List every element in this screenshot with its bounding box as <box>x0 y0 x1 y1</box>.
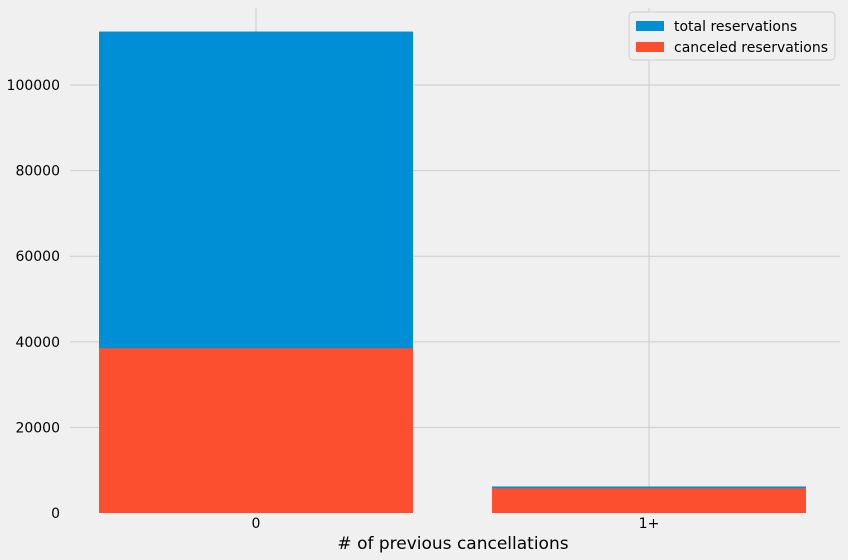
y-tick-label: 60000 <box>15 249 60 265</box>
bar-canceled-reservations-0 <box>99 348 413 513</box>
legend: total reservations canceled reservations <box>628 11 836 61</box>
bars-group <box>99 31 806 513</box>
bar-canceled-reservations-1plus <box>492 488 806 513</box>
legend-swatch <box>636 21 664 31</box>
legend-label: total reservations <box>674 19 797 35</box>
y-tick-label: 80000 <box>15 164 60 180</box>
legend-swatch <box>636 42 664 52</box>
y-axis-ticks: 0 20000 40000 60000 80000 100000 <box>7 78 60 522</box>
y-tick-label: 20000 <box>15 420 60 436</box>
y-tick-label: 40000 <box>15 335 60 351</box>
y-tick-label: 100000 <box>7 78 60 94</box>
legend-box <box>628 11 836 61</box>
x-axis-ticks: 0 1+ <box>252 516 660 532</box>
y-tick-label: 0 <box>51 506 60 522</box>
legend-label: canceled reservations <box>674 40 828 56</box>
x-tick-label: 0 <box>252 516 261 532</box>
x-axis-label: # of previous cancellations <box>337 534 568 554</box>
x-tick-label: 1+ <box>639 516 660 532</box>
